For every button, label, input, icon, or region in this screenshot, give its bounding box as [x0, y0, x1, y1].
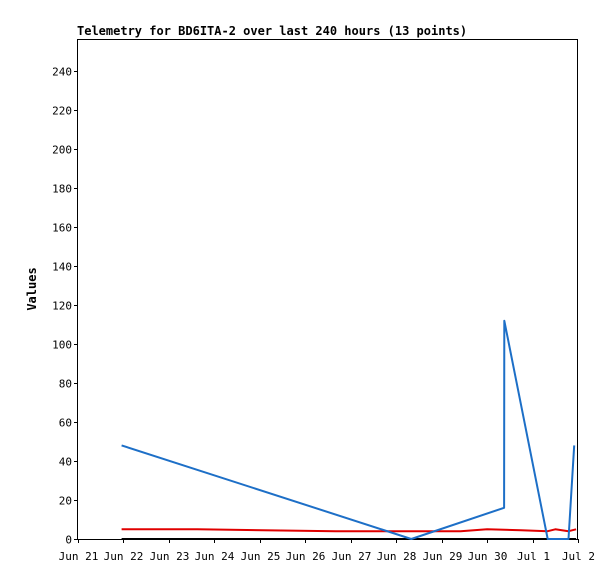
x-tick-label: Jun 27 [332, 550, 372, 563]
x-tick-label: Jul 2 [562, 550, 595, 563]
y-tick-label: 60 [59, 417, 72, 430]
y-tick-label: 100 [52, 339, 72, 352]
x-tick-label: Jun 23 [150, 550, 190, 563]
y-tick-label: 40 [59, 456, 72, 469]
x-tick-label: Jun 30 [468, 550, 508, 563]
x-tick-label: Jun 21 [59, 550, 99, 563]
y-tick-label: 240 [52, 66, 72, 79]
x-tick-label: Jun 24 [195, 550, 235, 563]
plot-frame [77, 39, 578, 540]
y-tick-label: 120 [52, 300, 72, 313]
y-tick-label: 140 [52, 261, 72, 274]
y-tick-label: 180 [52, 183, 72, 196]
y-tick-label: 20 [59, 495, 72, 508]
series-line-1 [121, 528, 577, 533]
x-tick-label: Jun 29 [423, 550, 463, 563]
y-axis-label: Values [25, 267, 39, 310]
y-axis: 0 20 40 60 80 100 120 140 160 180 200 220 240 [52, 66, 78, 547]
x-tick-label: Jul 1 [517, 550, 550, 563]
series-line-0 [121, 319, 576, 540]
x-tick-label: Jun 26 [286, 550, 326, 563]
chart-title: Telemetry for BD6ITA-2 over last 240 hou… [77, 24, 467, 38]
y-tick-label: 220 [52, 105, 72, 118]
y-tick-label: 160 [52, 222, 72, 235]
x-tick-label: Jun 22 [104, 550, 144, 563]
x-axis: Jun 21 Jun 22 Jun 23 Jun 24 Jun 25 Jun 26 Jun … [59, 539, 595, 563]
series-layer [121, 319, 577, 540]
x-tick-label: Jun 28 [377, 550, 417, 563]
y-tick-label: 0 [65, 534, 72, 547]
y-tick-label: 80 [59, 378, 72, 391]
y-tick-label: 200 [52, 144, 72, 157]
x-tick-label: Jun 25 [241, 550, 281, 563]
